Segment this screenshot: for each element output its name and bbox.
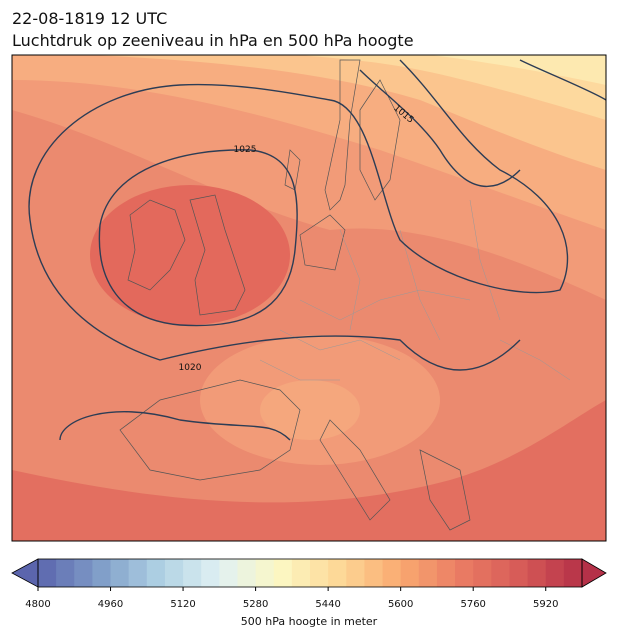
- colorbar-extend: [581, 558, 607, 588]
- colorbar-band: [364, 559, 384, 587]
- colorbar-band: [38, 559, 57, 587]
- map-date: 22-08-1819 12 UTC: [12, 9, 167, 28]
- colorbar-band: [545, 559, 565, 587]
- contour-label: 1025: [234, 145, 257, 155]
- colorbar-band: [110, 559, 130, 587]
- colorbar-frame: [37, 558, 583, 588]
- colorbar-band: [273, 559, 293, 587]
- colorbar-tick-label: 5760: [460, 599, 485, 610]
- map-title: Luchtdruk op zeeniveau in hPa en 500 hPa…: [12, 31, 414, 50]
- colorbar-tick-label: 5280: [243, 599, 268, 610]
- colorbar-band: [382, 559, 402, 587]
- map-frame: [11, 54, 607, 542]
- colorbar-band: [310, 559, 329, 587]
- field: [90, 55, 606, 170]
- field: [300, 55, 606, 120]
- colorbar-band: [164, 559, 184, 587]
- colorbar-band: [509, 559, 529, 587]
- isobar: [98, 149, 298, 327]
- colorbar-band: [291, 559, 311, 587]
- colorbar-band: [128, 559, 148, 587]
- isobar: [28, 59, 569, 371]
- borders: [259, 199, 571, 381]
- colorbar-band: [455, 559, 474, 587]
- colorbar-band: [328, 559, 347, 587]
- colorbar-band: [400, 559, 420, 587]
- colorbar-band: [346, 559, 365, 587]
- colorbar-band: [92, 559, 112, 587]
- colorbar-band: [183, 559, 202, 587]
- field: [12, 400, 606, 541]
- field: [90, 185, 290, 325]
- colorbar-band: [563, 559, 583, 587]
- isobar: [59, 59, 606, 441]
- map: 1025 1015 1020: [12, 55, 606, 541]
- colorbar-tick-label: 5600: [388, 599, 413, 610]
- colorbar-band: [418, 559, 438, 587]
- colorbar-band: [473, 559, 492, 587]
- colorbar-label: 500 hPa hoogte in meter: [241, 615, 378, 628]
- colorbar: 4800 4960 5120 5280 5440 5600 5760 5920: [11, 558, 607, 610]
- colorbar-band: [436, 559, 456, 587]
- colorbar-band: [255, 559, 275, 587]
- colorbar-tick-label: 5920: [533, 599, 558, 610]
- colorbar-band: [74, 559, 93, 587]
- colorbar-tick-label: 4960: [98, 599, 123, 610]
- contour-label: 1020: [179, 363, 202, 373]
- colorbar-tick-label: 5120: [170, 599, 195, 610]
- colorbar-band: [237, 559, 257, 587]
- colorbar-extend: [11, 558, 39, 588]
- colorbar-band: [219, 559, 238, 587]
- colorbar-band: [201, 559, 220, 587]
- colorbar-tick-label: 5440: [315, 599, 340, 610]
- colorbar-tick-label: 4800: [25, 599, 50, 610]
- colorbar-band: [491, 559, 510, 587]
- colorbar-band: [527, 559, 547, 587]
- colorbar-band: [146, 559, 166, 587]
- field: [430, 55, 606, 85]
- colorbar-band: [56, 559, 75, 587]
